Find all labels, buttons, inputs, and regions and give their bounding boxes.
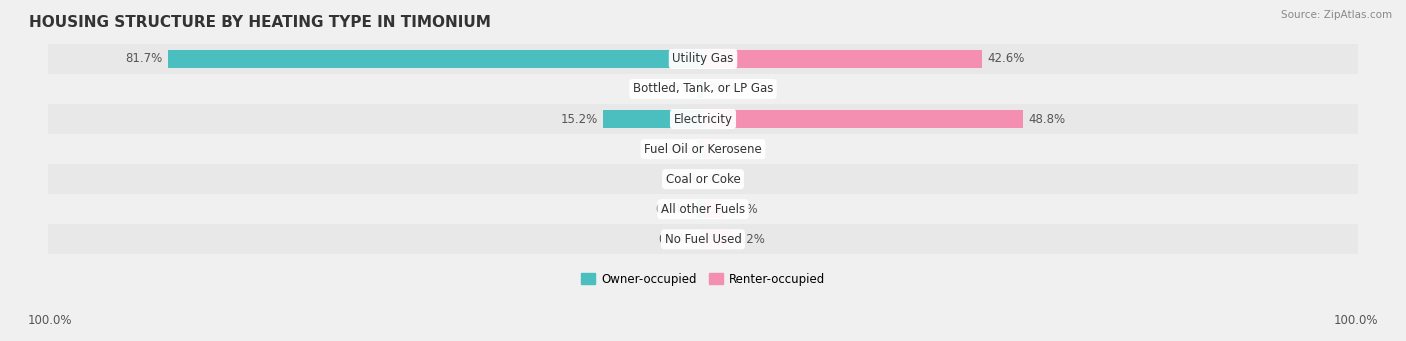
Text: 0.99%: 0.99%	[654, 83, 692, 95]
Text: Bottled, Tank, or LP Gas: Bottled, Tank, or LP Gas	[633, 83, 773, 95]
Text: 0.34%: 0.34%	[658, 233, 696, 246]
Text: Utility Gas: Utility Gas	[672, 53, 734, 65]
Text: 48.8%: 48.8%	[1028, 113, 1066, 125]
Bar	[703, 50, 983, 68]
Text: 0.0%: 0.0%	[709, 83, 738, 95]
Text: HOUSING STRUCTURE BY HEATING TYPE IN TIMONIUM: HOUSING STRUCTURE BY HEATING TYPE IN TIM…	[28, 15, 491, 30]
Bar	[603, 110, 703, 128]
Text: 0.0%: 0.0%	[668, 173, 697, 186]
Bar	[167, 50, 703, 68]
Bar	[48, 194, 1358, 224]
Bar	[48, 74, 1358, 104]
Text: 100.0%: 100.0%	[28, 314, 73, 327]
Bar	[697, 200, 703, 218]
Text: 42.6%: 42.6%	[987, 53, 1025, 65]
Text: Electricity: Electricity	[673, 113, 733, 125]
Text: 15.2%: 15.2%	[561, 113, 598, 125]
Text: 81.7%: 81.7%	[125, 53, 163, 65]
Text: Coal or Coke: Coal or Coke	[665, 173, 741, 186]
Bar	[697, 140, 703, 158]
Legend: Owner-occupied, Renter-occupied: Owner-occupied, Renter-occupied	[576, 268, 830, 291]
Text: No Fuel Used: No Fuel Used	[665, 233, 741, 246]
Bar	[48, 134, 1358, 164]
Bar	[703, 110, 1022, 128]
Text: 0.96%: 0.96%	[654, 143, 692, 155]
Bar	[48, 44, 1358, 74]
Text: 3.0%: 3.0%	[728, 203, 758, 216]
Bar	[703, 140, 713, 158]
Bar	[703, 230, 731, 248]
Bar	[48, 164, 1358, 194]
Bar	[696, 80, 703, 98]
Bar	[703, 200, 723, 218]
Text: 100.0%: 100.0%	[1333, 314, 1378, 327]
Text: 0.84%: 0.84%	[655, 203, 692, 216]
Text: 0.0%: 0.0%	[709, 173, 738, 186]
Text: 1.4%: 1.4%	[717, 143, 748, 155]
Bar	[700, 230, 703, 248]
Text: Source: ZipAtlas.com: Source: ZipAtlas.com	[1281, 10, 1392, 20]
Bar	[48, 104, 1358, 134]
Text: 4.2%: 4.2%	[735, 233, 766, 246]
Text: Fuel Oil or Kerosene: Fuel Oil or Kerosene	[644, 143, 762, 155]
Bar	[48, 224, 1358, 254]
Text: All other Fuels: All other Fuels	[661, 203, 745, 216]
